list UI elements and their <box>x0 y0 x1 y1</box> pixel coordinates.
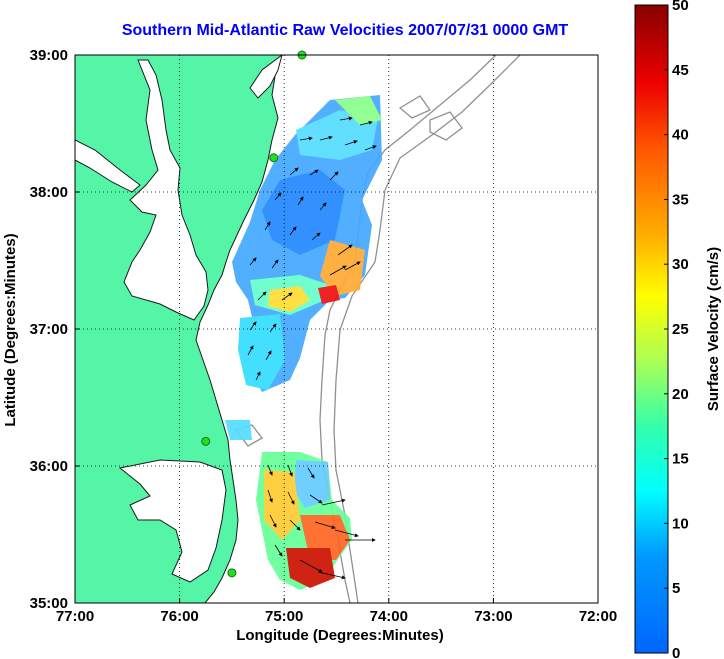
x-tick-label: 77:00 <box>56 608 94 625</box>
colorbar-label: Surface Velocity (cm/s) <box>705 247 722 411</box>
x-axis-label: Longitude (Degrees:Minutes) <box>236 627 444 644</box>
x-tick-label: 74:00 <box>370 608 408 625</box>
colorbar-tick-label: 5 <box>672 580 680 597</box>
land-mass <box>75 55 283 603</box>
pamlico-sound <box>118 459 227 583</box>
x-tick-label: 76:00 <box>160 608 198 625</box>
x-tick-label: 73:00 <box>474 608 512 625</box>
colorbar-tick-label: 40 <box>672 127 689 144</box>
colorbar-tick-label: 15 <box>672 451 689 468</box>
y-axis-label: Latitude (Degrees:Minutes) <box>2 233 19 426</box>
colorbar <box>634 4 669 654</box>
grid-lines <box>75 55 598 603</box>
colorbar-tick-label: 20 <box>672 386 689 403</box>
colorbar-tick-label: 35 <box>672 191 689 208</box>
colorbar-tick-label: 25 <box>672 321 689 338</box>
station-marker <box>201 436 211 446</box>
delaware-bay <box>249 55 283 99</box>
chesapeake-bay <box>123 59 209 321</box>
y-tick-label: 37:00 <box>30 321 68 338</box>
colorbar-tick-label: 50 <box>672 0 689 14</box>
velocity-arrows <box>247 116 377 580</box>
station-marker <box>269 153 279 163</box>
y-tick-label: 38:00 <box>30 184 68 201</box>
y-tick-label: 36:00 <box>30 458 68 475</box>
x-tick-label: 72:00 <box>579 608 617 625</box>
x-axis-ticks: 77:00 76:00 75:00 74:00 73:00 72:00 <box>56 598 617 625</box>
colorbar-ticks: 0 5 10 15 20 25 30 35 40 45 50 <box>664 0 689 659</box>
colorbar-tick-label: 10 <box>672 515 689 532</box>
x-tick-label: 75:00 <box>265 608 303 625</box>
colorbar-tick-label: 30 <box>672 256 689 273</box>
y-tick-label: 35:00 <box>30 595 68 612</box>
velocity-field <box>225 95 382 590</box>
map-title: Southern Mid-Atlantic Raw Velocities 200… <box>121 22 569 39</box>
station-marker <box>227 568 237 578</box>
y-tick-label: 39:00 <box>30 47 68 64</box>
y-axis-ticks: 39:00 38:00 37:00 36:00 35:00 <box>30 47 80 612</box>
colorbar-tick-label: 0 <box>672 645 680 659</box>
colorbar-tick-label: 45 <box>672 62 689 79</box>
